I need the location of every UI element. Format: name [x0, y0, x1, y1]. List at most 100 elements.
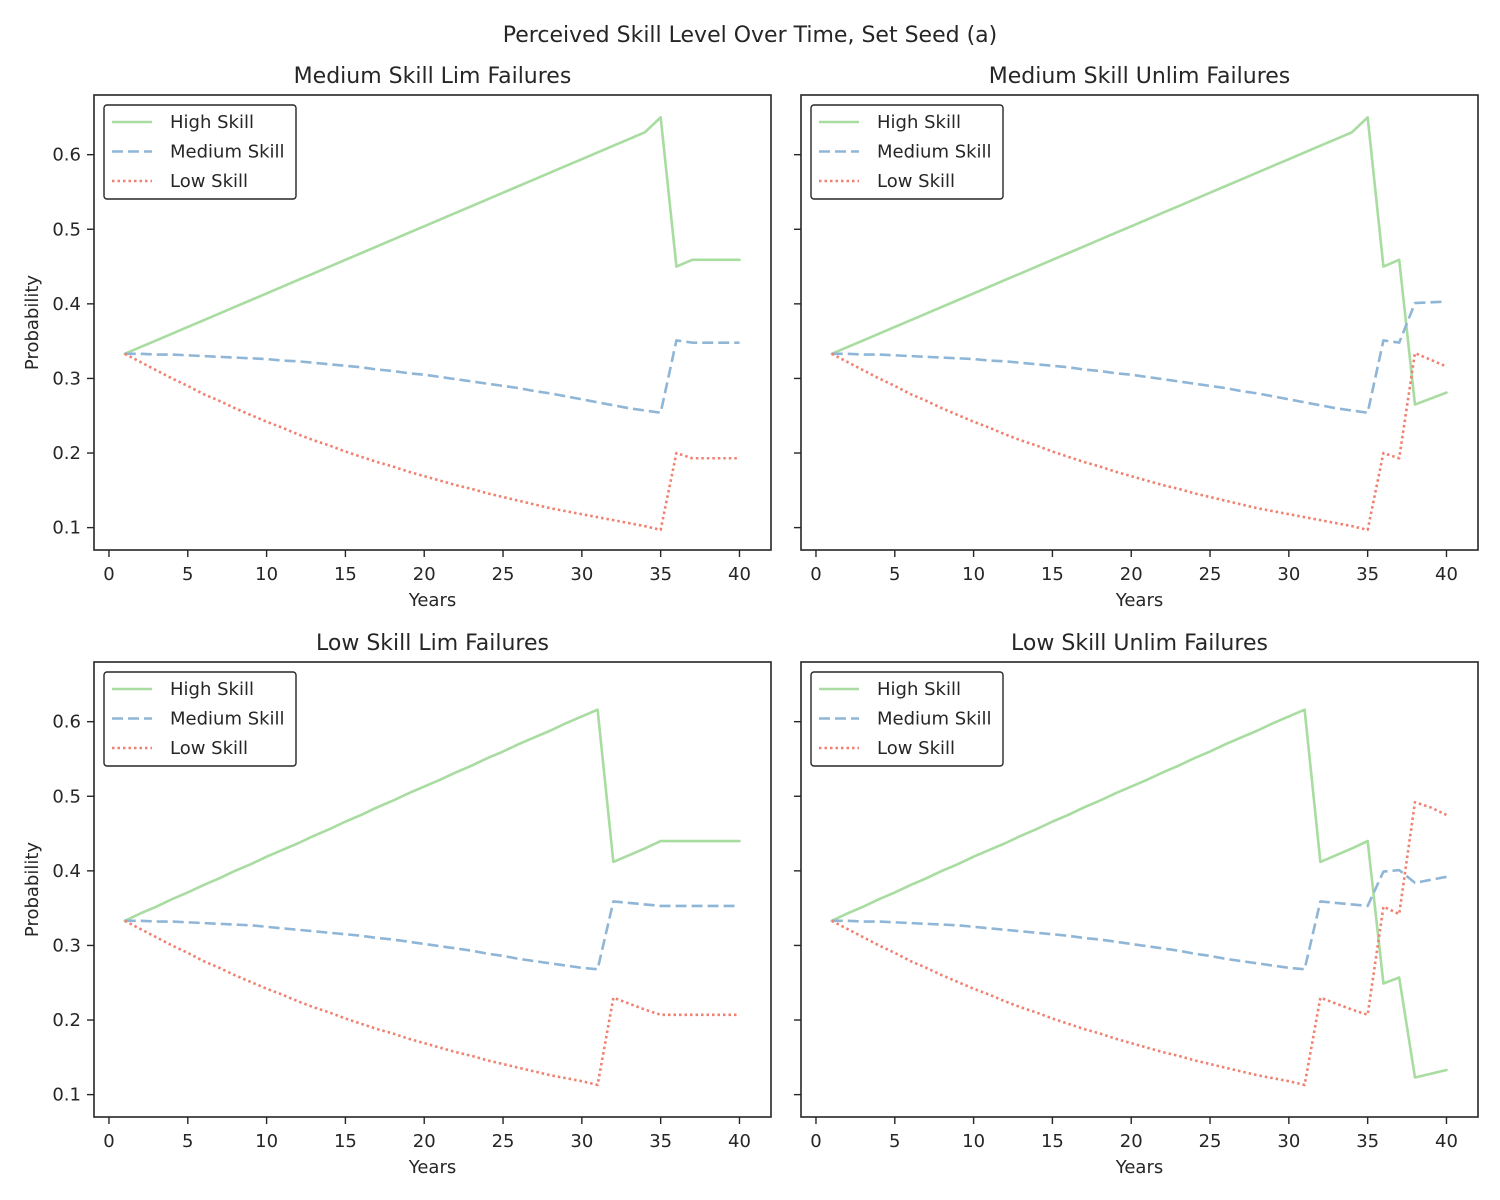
legend: High Skill Medium Skill Low Skill	[810, 104, 1004, 200]
x-tick-label: 35	[1356, 1131, 1379, 1152]
series-line-low-skill	[124, 919, 740, 1087]
x-tick-label: 20	[413, 1131, 436, 1152]
subplot-3: Low Skill Lim Failures 0 5 10 15 20 25 30 35 40 0.…	[22, 631, 772, 1178]
x-tick-label: 20	[1120, 1131, 1143, 1152]
y-tick-label: 0.6	[52, 712, 81, 733]
axes-frame	[93, 94, 772, 551]
x-tick-label: 25	[1199, 1131, 1222, 1152]
x-tick-label: 10	[255, 564, 278, 585]
y-tick-label: 0.4	[52, 861, 81, 882]
x-tick-label: 25	[1199, 564, 1222, 585]
y-tick-label: 0.3	[52, 935, 81, 956]
legend-frame	[103, 671, 297, 767]
x-tick-label: 30	[1277, 1131, 1300, 1152]
x-tick-label: 5	[182, 1131, 193, 1152]
subplot-2: Medium Skill Unlim Failures 0 5 10 15 20 25 30 3…	[794, 64, 1479, 611]
axes-frame	[93, 661, 772, 1118]
figure-suptitle: Perceived Skill Level Over Time, Set See…	[503, 23, 997, 48]
x-tick-label: 15	[1041, 564, 1064, 585]
y-tick-label: 0.3	[52, 368, 81, 389]
legend-label: Low Skill	[877, 171, 955, 192]
series-line-high-skill	[123, 116, 741, 356]
legend-label: Medium Skill	[877, 709, 992, 730]
subplot-title: Low Skill Lim Failures	[316, 631, 549, 656]
plot-area	[830, 708, 1448, 1087]
plot-area	[123, 708, 741, 1087]
subplot-title: Medium Skill Lim Failures	[294, 64, 572, 89]
x-tick-label: 15	[334, 1131, 357, 1152]
series-line-medium-skill	[124, 900, 740, 971]
legend-label: Low Skill	[170, 738, 248, 759]
x-tick-label: 30	[570, 1131, 593, 1152]
subplot-1: Medium Skill Lim Failures 0 5 10 15 20 25 30 35 4…	[22, 64, 772, 611]
x-tick-label: 0	[810, 564, 821, 585]
x-tick-label: 35	[1356, 564, 1379, 585]
x-axis-label: Years	[1115, 1157, 1164, 1178]
x-tick-label: 5	[182, 564, 193, 585]
y-tick-label: 0.1	[52, 1085, 81, 1106]
axes-frame	[800, 661, 1479, 1118]
y-tick-label: 0.2	[52, 1010, 81, 1031]
series-line-high-skill	[830, 708, 1448, 1079]
series-line-low-skill	[831, 800, 1448, 1087]
y-axis-label: Probability	[22, 275, 43, 370]
x-tick-label: 10	[962, 1131, 985, 1152]
x-tick-label: 5	[889, 564, 900, 585]
x-tick-label: 20	[413, 564, 436, 585]
axes-frame	[800, 94, 1479, 551]
plot-area	[123, 116, 741, 532]
series-line-medium-skill	[831, 868, 1447, 971]
legend-frame	[103, 104, 297, 200]
series-line-low-skill	[124, 352, 740, 532]
x-tick-label: 25	[492, 564, 515, 585]
x-tick-label: 30	[1277, 564, 1300, 585]
legend: High Skill Medium Skill Low Skill	[810, 671, 1004, 767]
legend-frame	[810, 671, 1004, 767]
subplot-grid: Medium Skill Lim Failures 0 5 10 15 20 25 30 35 4…	[22, 64, 1479, 1178]
x-tick-label: 10	[255, 1131, 278, 1152]
x-tick-label: 35	[649, 1131, 672, 1152]
x-tick-label: 40	[728, 564, 751, 585]
y-axis-label: Probability	[22, 842, 43, 937]
x-tick-label: 15	[1041, 1131, 1064, 1152]
plot-area	[830, 116, 1448, 532]
subplot-4: Low Skill Unlim Failures 0 5 10 15 20 25 30 35 40…	[794, 631, 1479, 1178]
y-tick-label: 0.5	[52, 786, 81, 807]
legend-label: High Skill	[170, 112, 254, 133]
x-axis-label: Years	[1115, 590, 1164, 611]
x-tick-label: 5	[889, 1131, 900, 1152]
legend-label: High Skill	[877, 679, 961, 700]
legend-label: High Skill	[170, 679, 254, 700]
x-tick-label: 0	[810, 1131, 821, 1152]
y-tick-label: 0.4	[52, 294, 81, 315]
x-tick-label: 20	[1120, 564, 1143, 585]
legend-label: Low Skill	[877, 738, 955, 759]
series-line-medium-skill	[124, 339, 740, 415]
legend-label: Medium Skill	[170, 709, 285, 730]
legend-label: Low Skill	[170, 171, 248, 192]
legend: High Skill Medium Skill Low Skill	[103, 671, 297, 767]
x-tick-label: 0	[103, 564, 114, 585]
x-tick-label: 40	[728, 1131, 751, 1152]
x-tick-label: 10	[962, 564, 985, 585]
series-line-high-skill	[830, 116, 1448, 406]
x-axis-label: Years	[408, 1157, 457, 1178]
y-tick-label: 0.2	[52, 443, 81, 464]
y-tick-label: 0.6	[52, 145, 81, 166]
x-tick-label: 15	[334, 564, 357, 585]
x-axis-label: Years	[408, 590, 457, 611]
x-tick-label: 40	[1435, 1131, 1458, 1152]
legend-frame	[810, 104, 1004, 200]
x-tick-label: 0	[103, 1131, 114, 1152]
subplot-title: Medium Skill Unlim Failures	[989, 64, 1291, 89]
y-tick-label: 0.5	[52, 219, 81, 240]
subplot-title: Low Skill Unlim Failures	[1011, 631, 1268, 656]
legend-label: High Skill	[877, 112, 961, 133]
legend: High Skill Medium Skill Low Skill	[103, 104, 297, 200]
x-tick-label: 30	[570, 564, 593, 585]
legend-label: Medium Skill	[170, 142, 285, 163]
series-line-medium-skill	[831, 300, 1447, 415]
